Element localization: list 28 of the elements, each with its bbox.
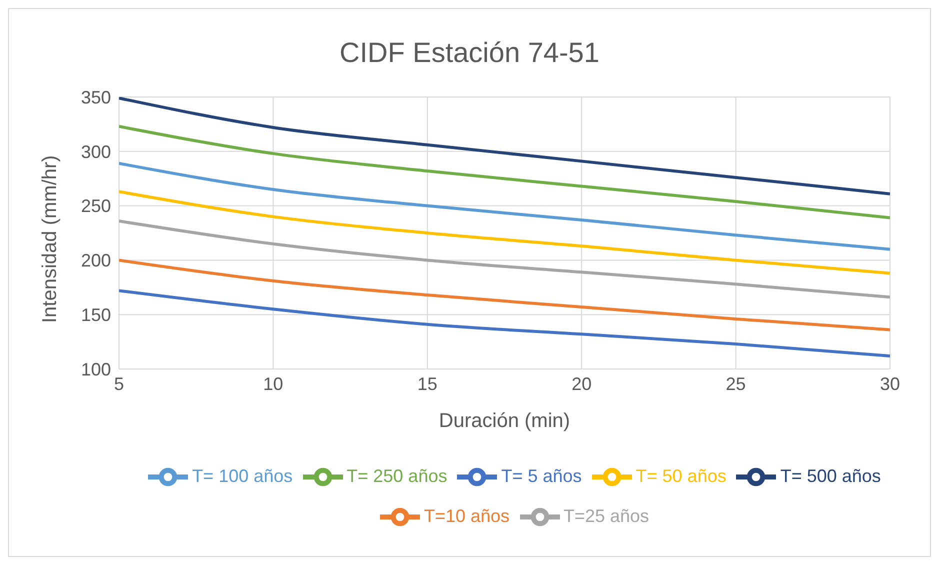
line-series	[119, 289, 890, 358]
x-tick-label: 30	[880, 374, 900, 394]
x-tick-label: 5	[114, 374, 124, 394]
x-tick-label: 20	[572, 374, 592, 394]
y-tick-label: 350	[80, 87, 111, 108]
x-tick-label: 25	[726, 374, 746, 394]
x-tick-label: 15	[417, 374, 438, 394]
y-tick-label: 200	[80, 250, 111, 271]
legend-label: T= 100 años	[192, 466, 293, 486]
line-series	[119, 162, 890, 251]
y-axis-title: Intensidad (mm/hr)	[39, 155, 62, 323]
line-series	[119, 124, 890, 220]
x-tick-label: 10	[263, 374, 284, 394]
legend-label: T= 250 años	[346, 466, 448, 486]
legend-label: T=25 años	[564, 506, 650, 526]
legend-label: T= 500 años	[780, 466, 881, 486]
legend-label: T= 5 años	[501, 466, 582, 486]
legend-label: T= 50 años	[636, 466, 726, 486]
y-tick-label: 150	[80, 304, 111, 325]
legend-label: T=10 años	[424, 506, 510, 526]
y-tick-label: 250	[80, 196, 111, 216]
chart-title: CIDF Estación 74-51	[338, 36, 600, 70]
line-series	[119, 258, 890, 332]
line-series	[119, 220, 890, 299]
x-axis-title: Duración (min)	[438, 410, 570, 432]
y-tick-label: 100	[80, 359, 111, 380]
y-tick-label: 300	[80, 142, 111, 162]
line-series	[119, 190, 890, 275]
